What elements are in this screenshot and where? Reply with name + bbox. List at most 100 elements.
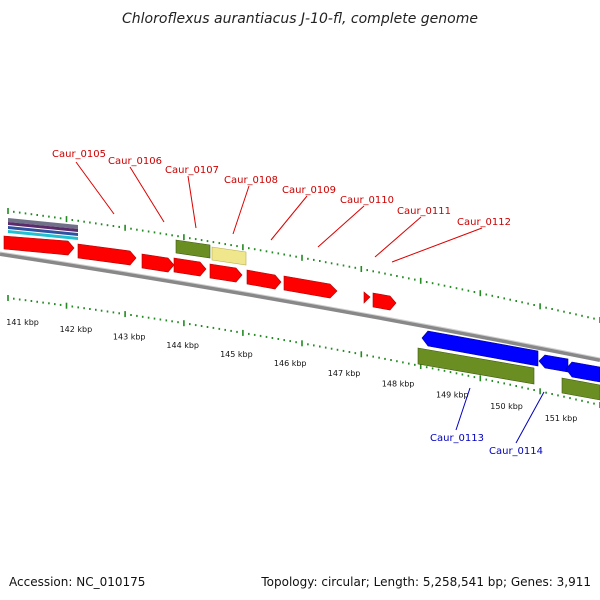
minor-tick [106, 310, 109, 313]
top-gene-labels: Caur_0105 Caur_0106 Caur_0107 Caur_0108 … [52, 149, 511, 228]
minor-tick [461, 288, 464, 291]
minor-tick [30, 300, 33, 302]
minor-tick [83, 220, 85, 223]
minor-tick [455, 287, 458, 290]
minor-tick [89, 308, 91, 310]
minor-tick [354, 352, 357, 355]
minor-tick [153, 317, 156, 320]
reverse-cds-track [421, 330, 600, 383]
minor-tick [77, 306, 79, 309]
minor-tick [141, 229, 144, 232]
major-tick [124, 224, 126, 231]
minor-tick [130, 227, 132, 230]
minor-tick [313, 344, 315, 347]
minor-tick [283, 253, 285, 256]
minor-tick [437, 283, 440, 286]
minor-tick [259, 334, 262, 337]
minor-tick [563, 395, 565, 398]
minor-tick [271, 251, 274, 254]
minor-tick [36, 300, 38, 303]
scale-label: 142 kbp [60, 325, 93, 334]
callout-line [317, 205, 365, 248]
minor-tick [455, 372, 458, 375]
minor-tick [283, 339, 285, 342]
minor-tick [491, 294, 494, 297]
callout-line-bottom [455, 387, 471, 431]
major-tick [65, 216, 68, 223]
minor-tick [177, 321, 179, 324]
minor-tick [18, 211, 21, 214]
scale-label: 141 kbp [6, 318, 39, 327]
scale-label: 148 kbp [382, 380, 415, 389]
minor-tick [112, 225, 115, 227]
minor-tick [431, 282, 434, 285]
callout-line [187, 175, 197, 229]
minor-tick [253, 333, 256, 336]
minor-tick [461, 373, 464, 376]
major-tick [539, 303, 541, 310]
minor-tick [177, 235, 179, 238]
gene-label: Caur_0108 [224, 175, 278, 186]
minor-tick [443, 284, 446, 287]
minor-tick [497, 296, 499, 299]
cds-arrow [3, 235, 75, 256]
track-bar-gray [8, 218, 78, 229]
minor-tick [136, 228, 138, 231]
track-bar-purple [8, 222, 78, 232]
minor-tick [402, 361, 404, 364]
major-tick [419, 277, 422, 284]
minor-tick [491, 379, 494, 382]
callout-line [391, 227, 483, 263]
minor-tick [248, 332, 250, 335]
upper-scale-ticks [7, 208, 600, 323]
minor-tick [24, 299, 27, 302]
minor-tick [248, 247, 250, 250]
minor-tick [443, 369, 446, 372]
minor-tick [509, 298, 511, 301]
minor-tick [118, 225, 120, 228]
stacked-tracks [8, 218, 78, 240]
cds-arrow [209, 263, 243, 283]
callout-line [129, 166, 165, 223]
minor-tick [218, 327, 221, 330]
cds-arrow [283, 275, 338, 299]
minor-tick [100, 223, 103, 226]
minor-tick [165, 233, 168, 236]
minor-tick [449, 285, 452, 288]
minor-tick [396, 275, 398, 277]
callout-line [75, 161, 115, 215]
accession-text: Accession: NC_010175 [9, 575, 145, 589]
major-tick [301, 254, 303, 261]
minor-tick [336, 263, 339, 266]
minor-tick [563, 310, 565, 313]
minor-tick [83, 307, 85, 310]
minor-tick [289, 340, 291, 343]
minor-tick [378, 356, 380, 359]
minor-tick [136, 314, 138, 317]
minor-tick [437, 368, 440, 371]
minor-tick [212, 241, 215, 244]
minor-tick [230, 244, 232, 247]
minor-tick [372, 355, 374, 358]
minor-tick [414, 278, 416, 281]
minor-tick [118, 312, 120, 315]
minor-tick [224, 328, 226, 331]
minor-tick [551, 308, 553, 310]
minor-tick [48, 215, 50, 218]
major-tick [7, 295, 9, 301]
minor-tick [147, 316, 150, 319]
cds-arrow [363, 291, 371, 304]
minor-tick [348, 265, 351, 268]
minor-tick [200, 239, 203, 242]
major-tick [7, 208, 9, 214]
callout-line [374, 216, 422, 258]
minor-tick [165, 319, 168, 322]
scale-labels: 141 kbp 142 kbp 143 kbp 144 kbp 145 kbp 146 k… [6, 318, 577, 423]
minor-tick [141, 315, 144, 318]
scale-label: 144 kbp [166, 341, 199, 350]
minor-tick [449, 371, 452, 374]
scale-label: 150 kbp [490, 402, 523, 411]
minor-tick [587, 401, 589, 404]
major-tick [242, 244, 244, 251]
